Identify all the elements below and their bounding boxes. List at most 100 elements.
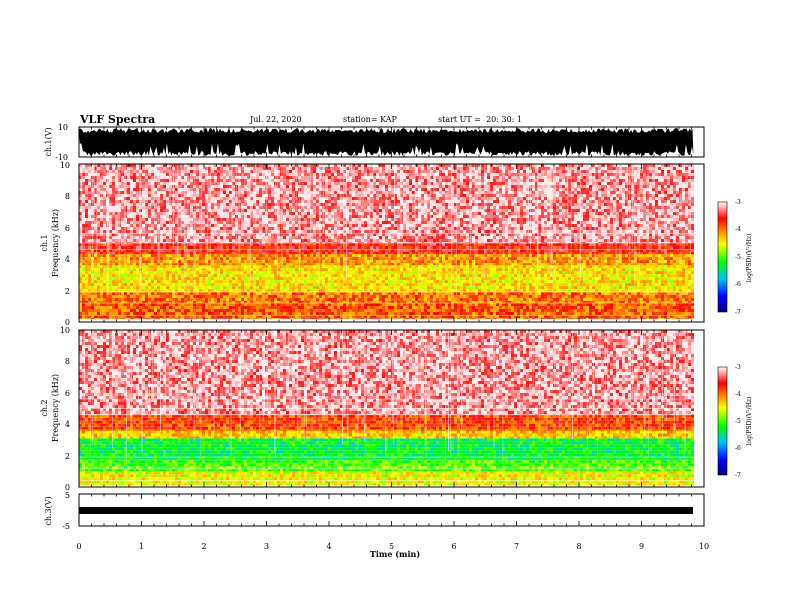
spectrogram-cell bbox=[667, 286, 670, 290]
spectrogram-cell bbox=[175, 268, 178, 272]
spectrogram-cell bbox=[385, 280, 388, 284]
spectrogram-cell bbox=[691, 289, 694, 292]
spectrogram-cell bbox=[115, 306, 118, 309]
spectrogram-cell bbox=[181, 289, 184, 292]
spectrogram-cell bbox=[220, 257, 223, 261]
spectrogram-cell bbox=[559, 292, 562, 295]
spectrogram-cell bbox=[478, 312, 481, 315]
spectrogram-cell bbox=[628, 274, 631, 278]
spectrogram-cell bbox=[658, 257, 661, 261]
spectrogram-cell bbox=[169, 260, 172, 264]
spectrogram-cell bbox=[448, 298, 451, 301]
spectrogram-cell bbox=[541, 286, 544, 290]
spectrogram-cell bbox=[496, 298, 499, 301]
spectrogram-cell bbox=[310, 280, 313, 284]
spectrogram-cell bbox=[499, 292, 502, 295]
spectrogram-cell bbox=[268, 254, 271, 258]
spectrogram-cell bbox=[442, 283, 445, 287]
spectrogram-cell bbox=[538, 303, 541, 306]
spectrogram-cell bbox=[325, 292, 328, 295]
spectrogram-cell bbox=[307, 295, 310, 298]
spectrogram-cell bbox=[124, 257, 127, 261]
spectrogram-cell bbox=[661, 289, 664, 292]
spectrogram-cell bbox=[418, 271, 421, 275]
spectrogram-cell bbox=[181, 309, 184, 312]
spectrogram-cell bbox=[220, 292, 223, 295]
spectrogram-cell bbox=[622, 295, 625, 298]
spectrogram-cell bbox=[217, 312, 220, 315]
spectrogram-cell bbox=[313, 318, 316, 319]
spectrogram-cell bbox=[451, 277, 454, 281]
spectrogram-cell bbox=[115, 265, 118, 269]
spectrogram-cell bbox=[568, 309, 571, 312]
spectrogram-cell bbox=[91, 289, 94, 292]
spectrogram-cell bbox=[376, 268, 379, 272]
spectrogram-cell bbox=[88, 298, 91, 301]
spectrogram-cell bbox=[190, 274, 193, 278]
spectrogram-cell bbox=[274, 254, 277, 258]
spectrogram-cell bbox=[370, 254, 373, 258]
spectrogram-cell bbox=[469, 295, 472, 298]
spectrogram-cell bbox=[370, 312, 373, 315]
spectrogram-cell bbox=[685, 303, 688, 306]
spectrogram-cell bbox=[424, 289, 427, 292]
spectrogram-cell bbox=[283, 268, 286, 272]
spectrogram-cell bbox=[133, 301, 136, 304]
spectrogram-cell bbox=[94, 268, 97, 272]
spectrogram-cell bbox=[598, 265, 601, 269]
spectrogram-cell bbox=[313, 315, 316, 318]
spectrogram-cell bbox=[250, 309, 253, 312]
spectrogram-cell bbox=[424, 286, 427, 290]
spectrogram-cell bbox=[259, 277, 262, 281]
spectrogram-cell bbox=[379, 257, 382, 261]
spectrogram-cell bbox=[325, 312, 328, 315]
spectrogram-cell bbox=[145, 265, 148, 269]
spectrogram-cell bbox=[175, 303, 178, 306]
spectrogram-cell bbox=[448, 303, 451, 306]
spectrogram-cell bbox=[508, 295, 511, 298]
spectrogram-cell bbox=[181, 292, 184, 295]
spectrogram-cell bbox=[667, 260, 670, 264]
spectrogram-cell bbox=[535, 318, 538, 319]
spectrogram-cell bbox=[115, 283, 118, 287]
spectrogram-cell bbox=[616, 289, 619, 292]
spectrogram-cell bbox=[166, 301, 169, 304]
spectrogram-cell bbox=[514, 271, 517, 275]
spectrogram-cell bbox=[685, 289, 688, 292]
spectrogram-cell bbox=[193, 283, 196, 287]
spectrogram-cell bbox=[373, 243, 376, 246]
spectrogram-cell bbox=[451, 268, 454, 272]
spectrogram-cell bbox=[277, 292, 280, 295]
spectrogram-cell bbox=[538, 268, 541, 272]
spectrogram-cell bbox=[223, 277, 226, 281]
spectrogram-cell bbox=[433, 303, 436, 306]
spectrogram-cell bbox=[85, 298, 88, 301]
spectrogram-cell bbox=[184, 301, 187, 304]
spectrogram-cell bbox=[490, 298, 493, 301]
spectrogram-cell bbox=[334, 257, 337, 261]
spectrogram-cell bbox=[688, 280, 691, 284]
spectrogram-cell bbox=[598, 303, 601, 306]
spectrogram-cell bbox=[79, 283, 82, 287]
spectrogram-cell bbox=[514, 292, 517, 295]
spectrogram-cell bbox=[607, 318, 610, 319]
spectrogram-cell bbox=[334, 274, 337, 278]
spectrogram-cell bbox=[106, 312, 109, 315]
spectrogram-cell bbox=[301, 315, 304, 318]
spectrogram-cell bbox=[397, 295, 400, 298]
spectrogram-cell bbox=[379, 260, 382, 264]
spectrogram-cell bbox=[628, 309, 631, 312]
spectrogram-cell bbox=[349, 298, 352, 301]
spectrogram-cell bbox=[664, 280, 667, 284]
spectrogram-cell bbox=[208, 283, 211, 287]
spectrogram-cell bbox=[616, 303, 619, 306]
spectrogram-cell bbox=[361, 295, 364, 298]
spectrogram-cell bbox=[682, 277, 685, 281]
spectrogram-cell bbox=[145, 286, 148, 290]
spectrogram-cell bbox=[472, 254, 475, 258]
spectrogram-cell bbox=[586, 263, 589, 266]
spectrogram-cell bbox=[448, 243, 451, 246]
spectrogram-cell bbox=[244, 274, 247, 278]
spectrogram-cell bbox=[193, 265, 196, 269]
spectrogram-cell bbox=[532, 243, 535, 246]
